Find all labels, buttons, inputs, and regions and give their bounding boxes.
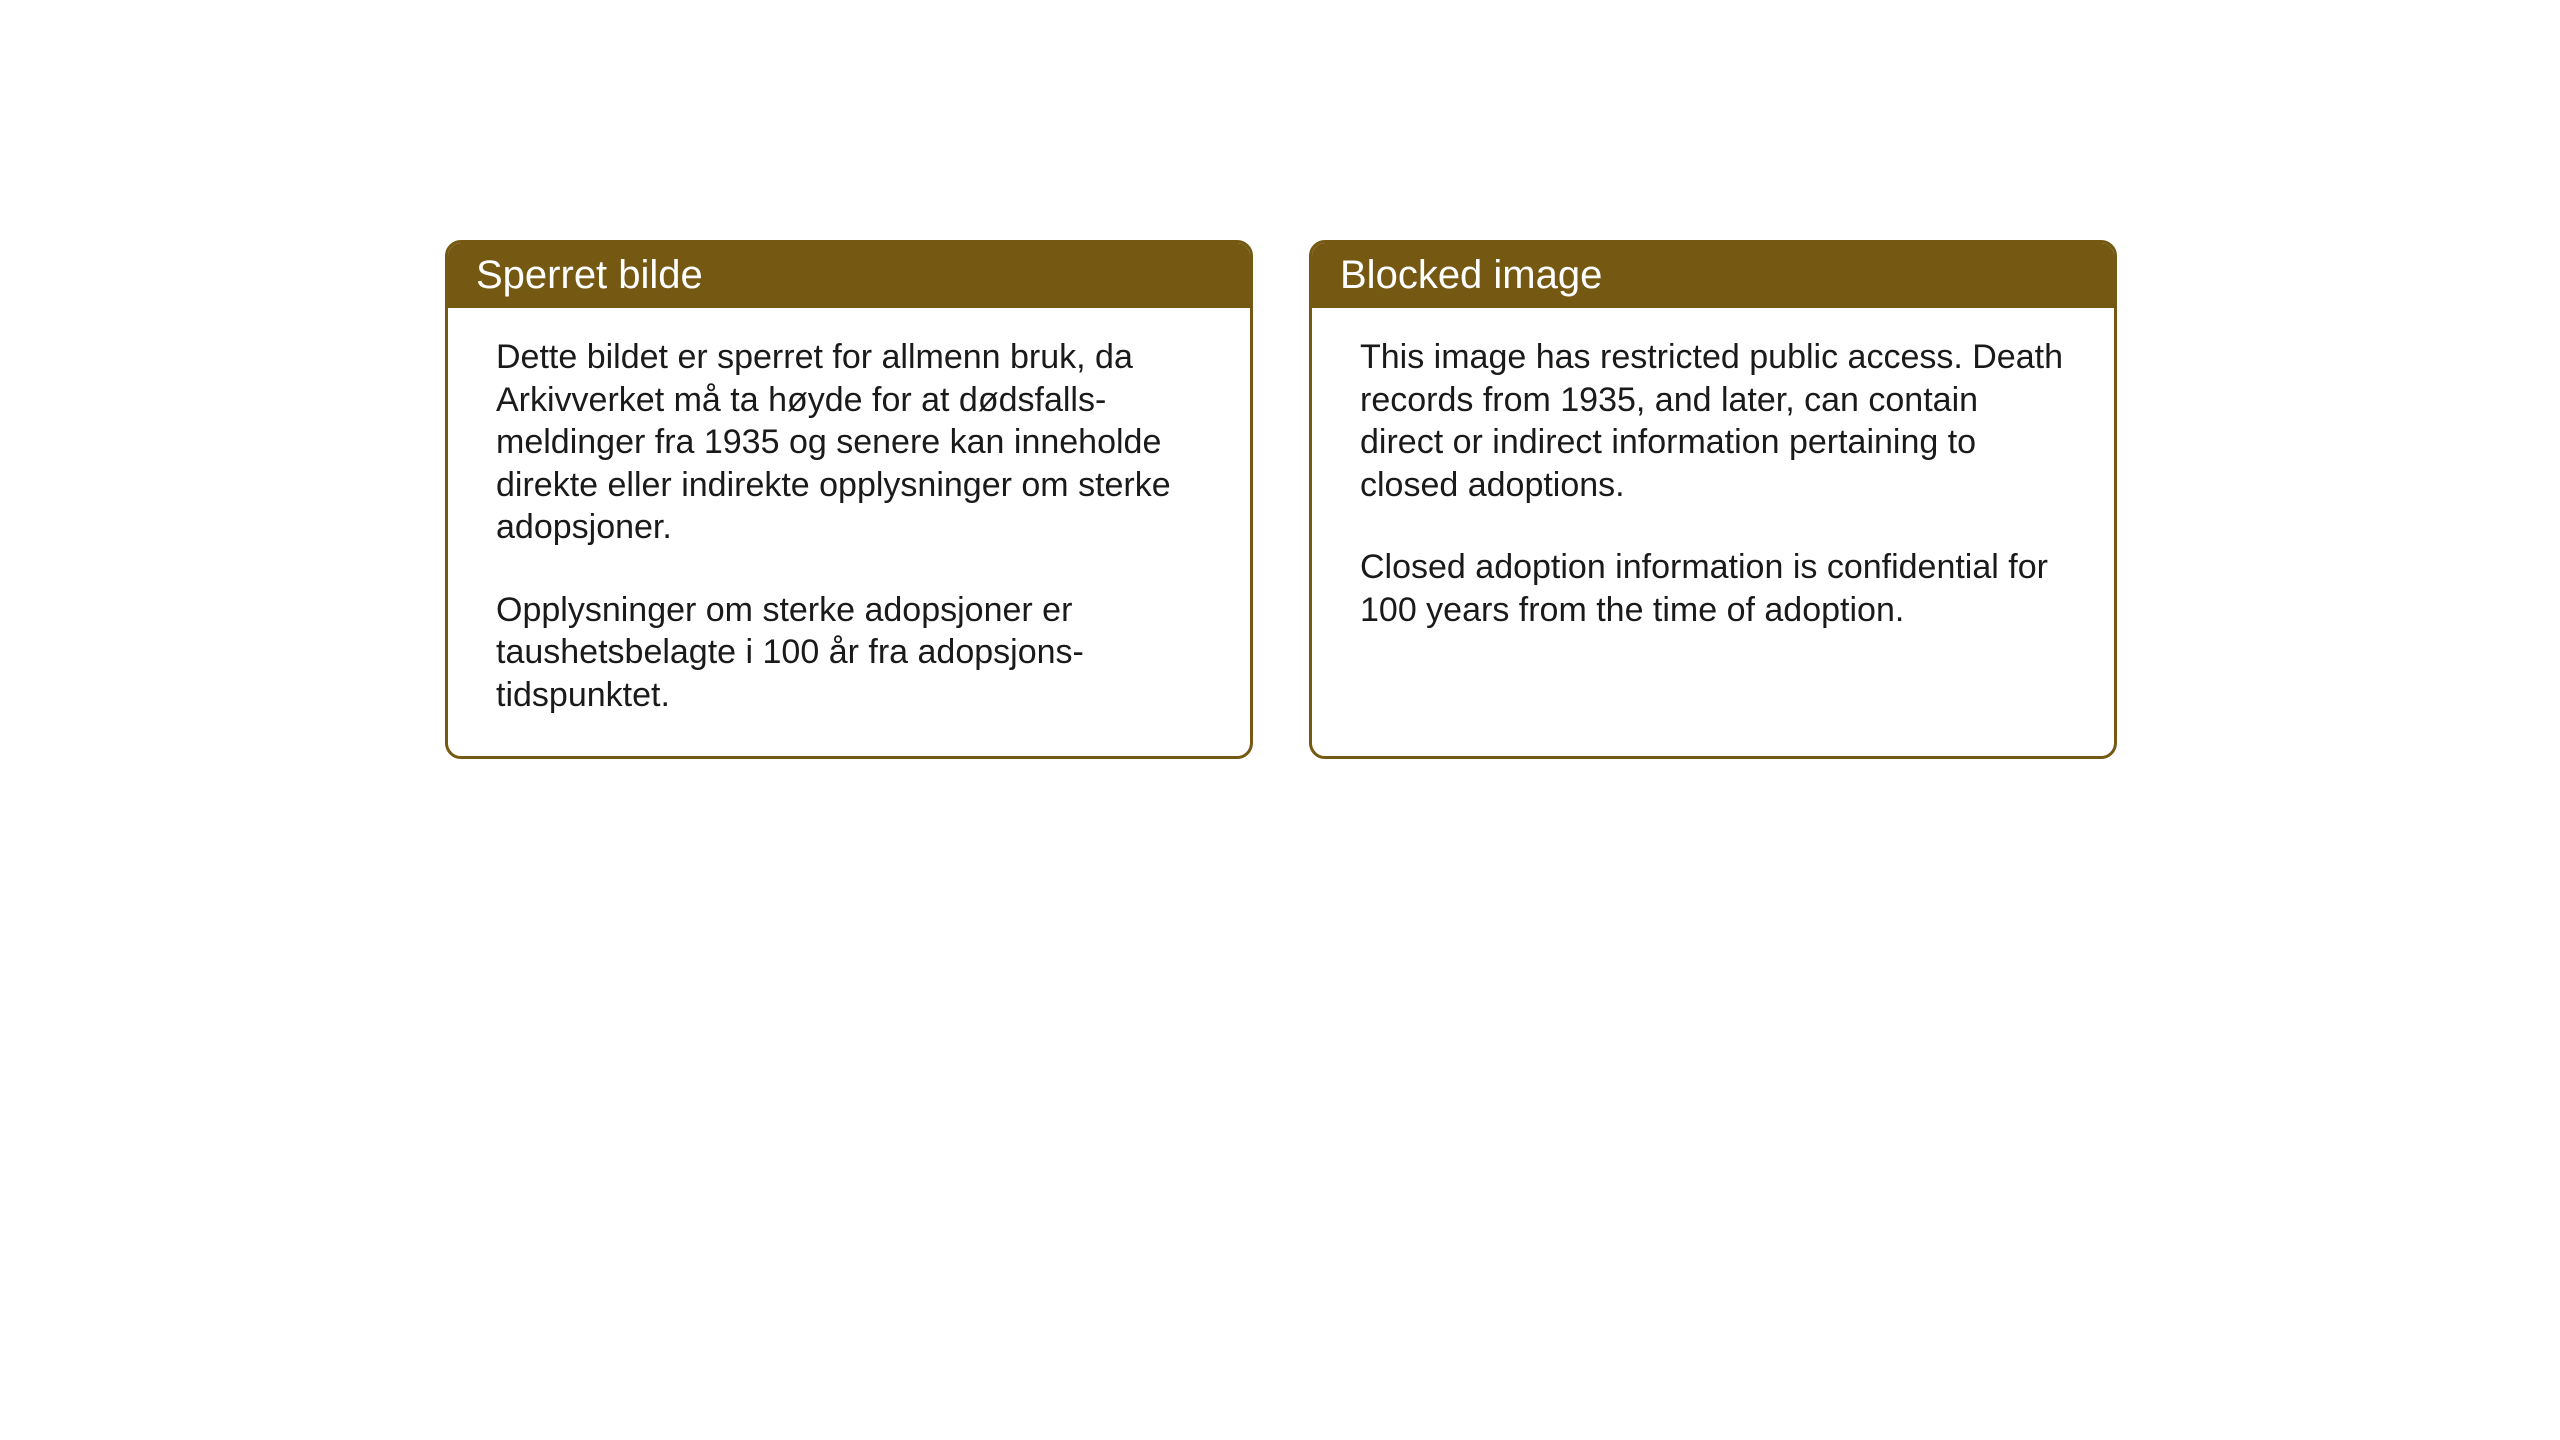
- card-body-norwegian: Dette bildet er sperret for allmenn bruk…: [448, 308, 1250, 756]
- card-title-english: Blocked image: [1340, 253, 1602, 297]
- card-paragraph2-english: Closed adoption information is confident…: [1360, 546, 2066, 631]
- card-paragraph1-english: This image has restricted public access.…: [1360, 336, 2066, 506]
- card-paragraph2-norwegian: Opplysninger om sterke adopsjoner er tau…: [496, 589, 1202, 717]
- card-header-english: Blocked image: [1312, 243, 2114, 308]
- card-title-norwegian: Sperret bilde: [476, 253, 703, 297]
- card-paragraph1-norwegian: Dette bildet er sperret for allmenn bruk…: [496, 336, 1202, 549]
- notice-card-english: Blocked image This image has restricted …: [1309, 240, 2117, 759]
- card-body-english: This image has restricted public access.…: [1312, 308, 2114, 738]
- notice-card-norwegian: Sperret bilde Dette bildet er sperret fo…: [445, 240, 1253, 759]
- notice-container: Sperret bilde Dette bildet er sperret fo…: [445, 240, 2117, 759]
- card-header-norwegian: Sperret bilde: [448, 243, 1250, 308]
